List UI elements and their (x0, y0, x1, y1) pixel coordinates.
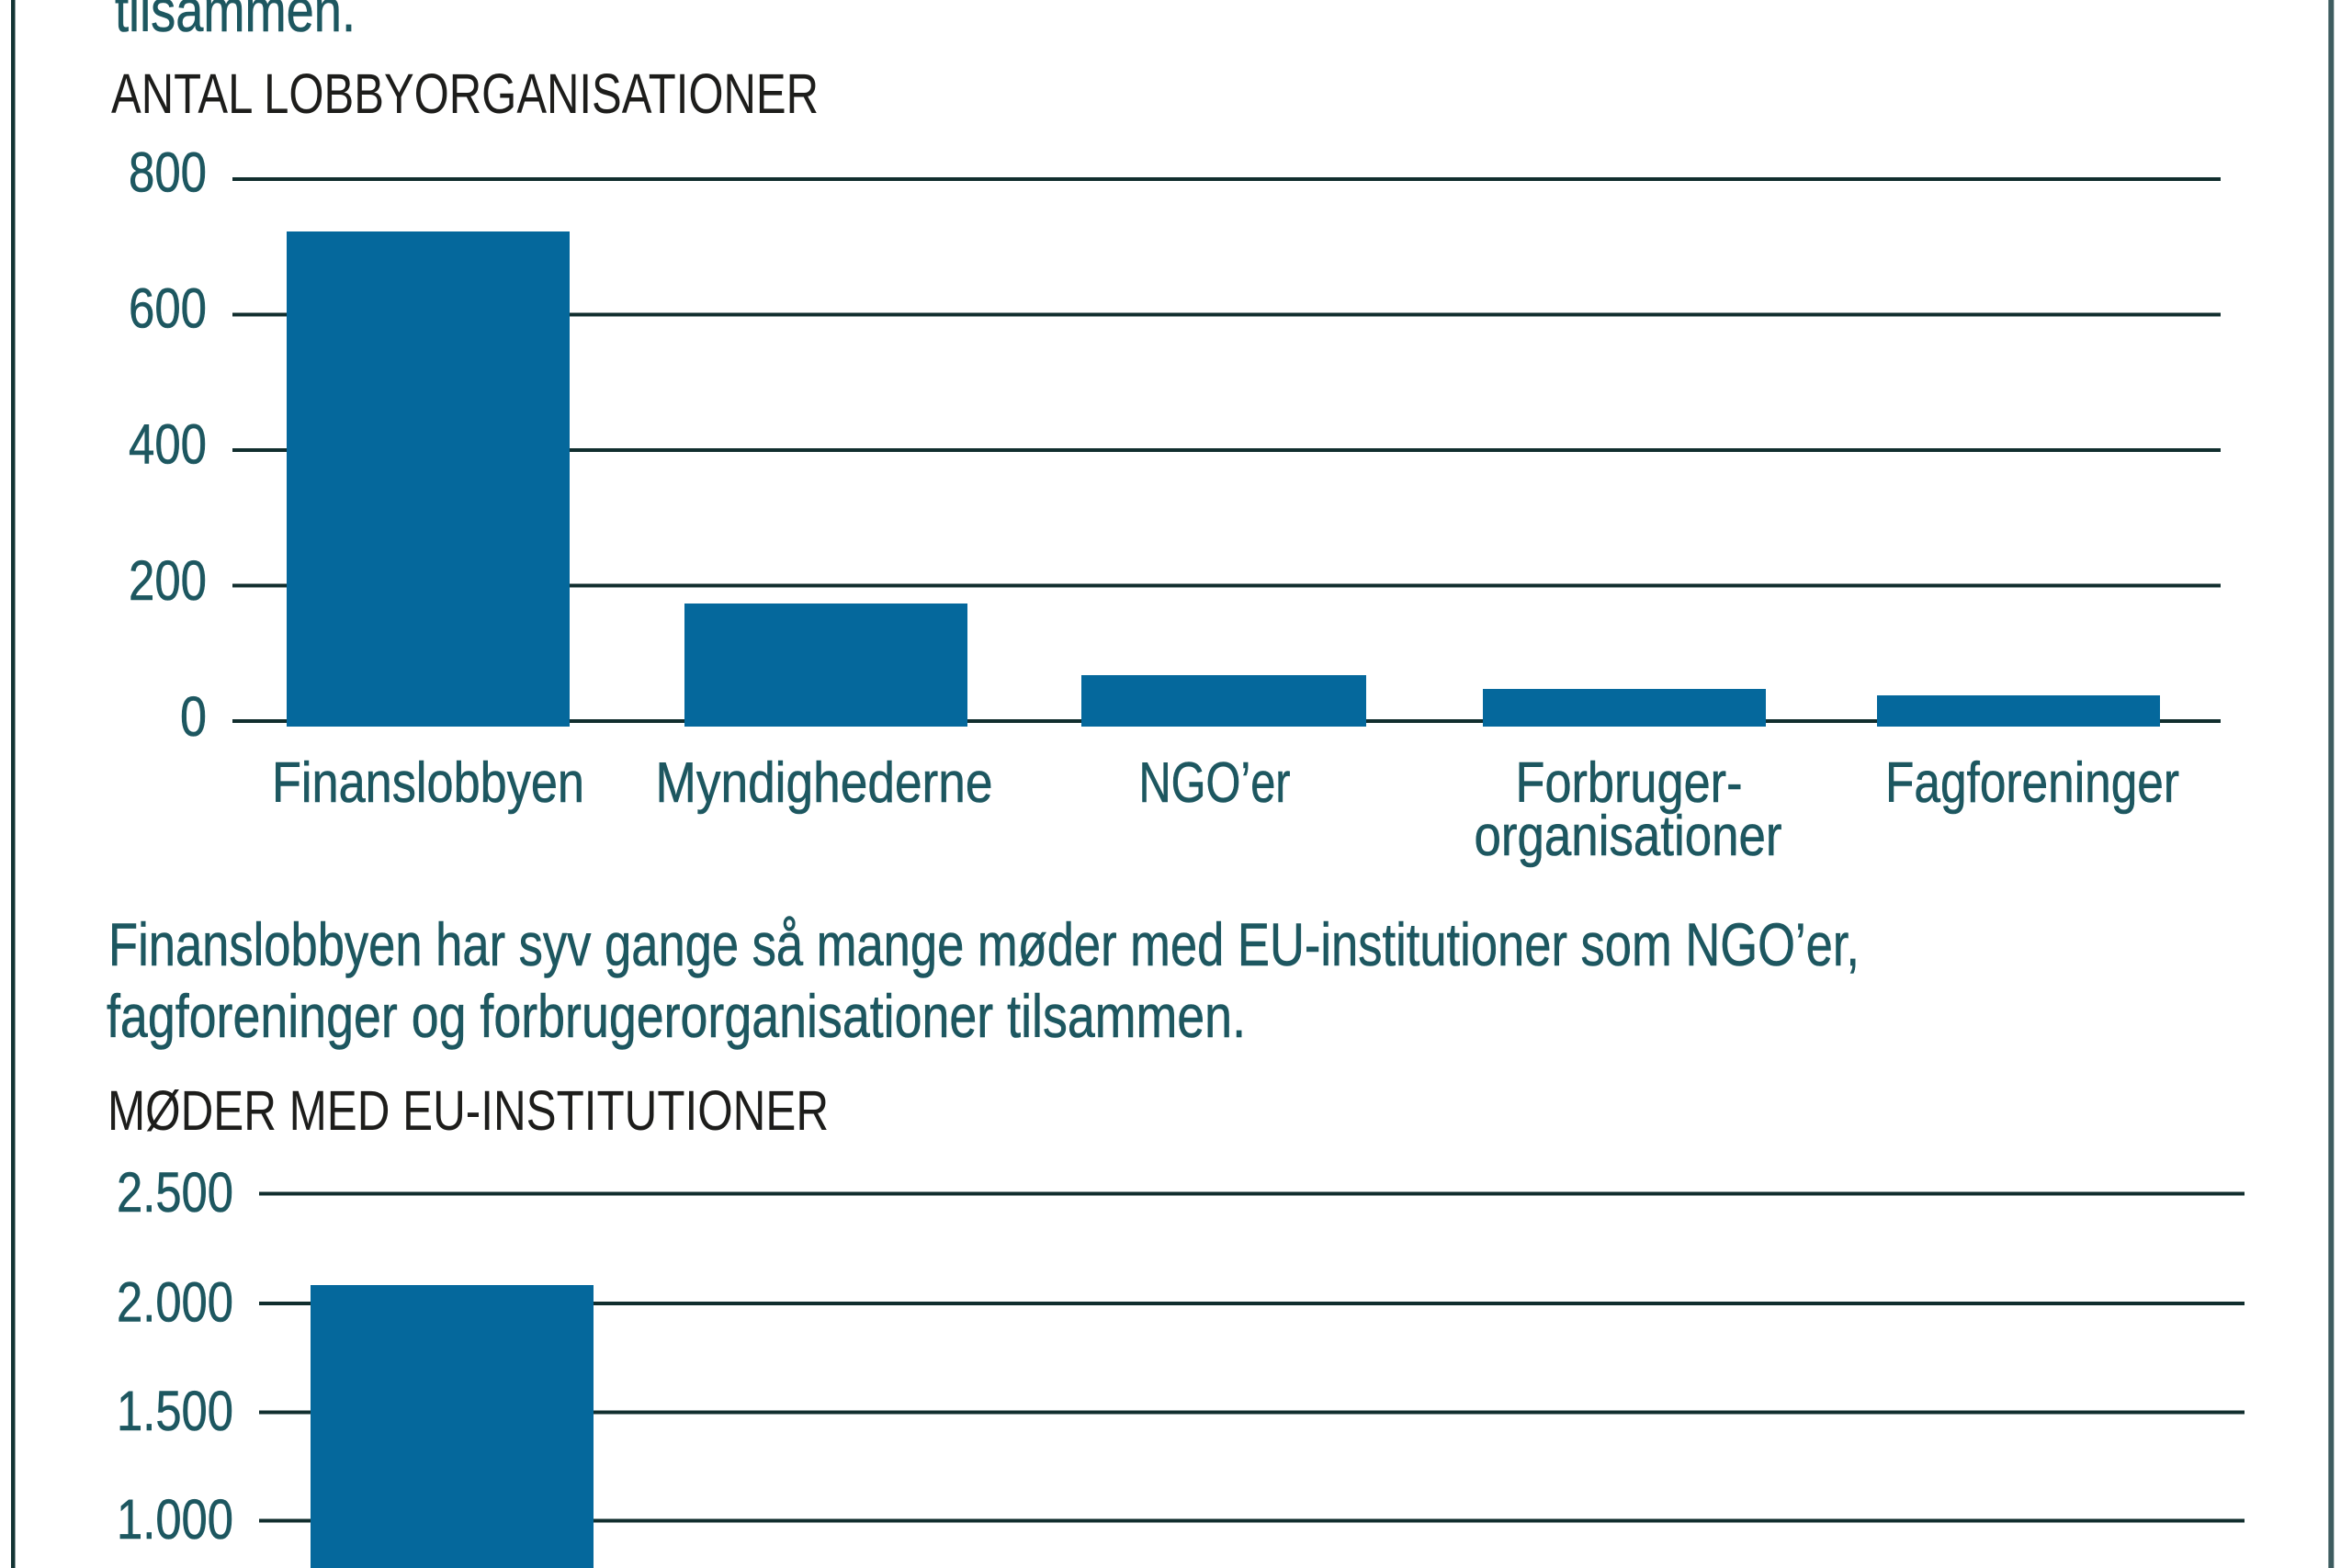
svg-text:800: 800 (129, 141, 207, 204)
svg-text:400: 400 (129, 413, 207, 476)
svg-text:1.000: 1.000 (117, 1488, 233, 1551)
svg-text:1.500: 1.500 (117, 1380, 233, 1442)
svg-text:NGO’er: NGO’er (1139, 751, 1291, 815)
svg-text:fagforeninger og forbrugerorga: fagforeninger og forbrugerorganisationer… (107, 982, 1246, 1050)
svg-text:2.500: 2.500 (117, 1161, 233, 1224)
svg-text:Finanslobbyen: Finanslobbyen (272, 751, 584, 815)
svg-text:Fagforeninger: Fagforeninger (1885, 751, 2179, 815)
svg-text:200: 200 (129, 549, 207, 612)
svg-text:tilsammen.: tilsammen. (115, 0, 356, 44)
svg-text:Finanslobbyen har syv gange så: Finanslobbyen har syv gange så mange mød… (108, 910, 1860, 978)
svg-text:Forbruger-: Forbruger- (1516, 751, 1743, 815)
svg-text:0: 0 (180, 685, 207, 748)
svg-text:Myndighederne: Myndighederne (656, 751, 993, 815)
svg-text:600: 600 (129, 277, 207, 340)
svg-text:organisationer: organisationer (1475, 805, 1782, 868)
svg-text:MØDER MED EU-INSTITUTIONER: MØDER MED EU-INSTITUTIONER (107, 1079, 829, 1142)
svg-text:2.000: 2.000 (117, 1271, 233, 1334)
svg-text:ANTAL LOBBYORGANISATIONER: ANTAL LOBBYORGANISATIONER (111, 62, 819, 125)
